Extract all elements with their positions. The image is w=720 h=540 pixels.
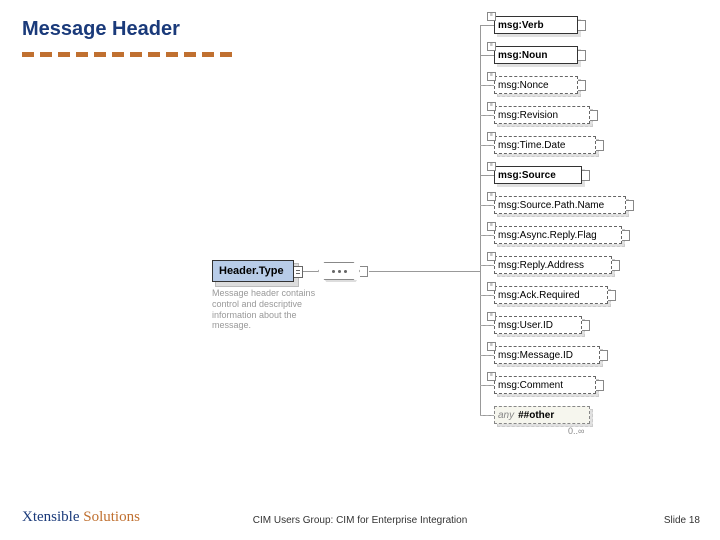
footer-slide-number: Slide 18 xyxy=(664,515,700,526)
occurrence-label: 0..∞ xyxy=(568,426,584,436)
sequence-connector xyxy=(318,262,360,280)
footer-caption: CIM Users Group: CIM for Enterprise Inte… xyxy=(0,515,720,526)
root-description: Message header contains control and desc… xyxy=(212,288,332,331)
root-node: Header.Type xyxy=(212,260,294,282)
schema-diagram: Header.Type Message header contains contr… xyxy=(0,0,720,540)
footer-logo-underline xyxy=(22,530,152,532)
